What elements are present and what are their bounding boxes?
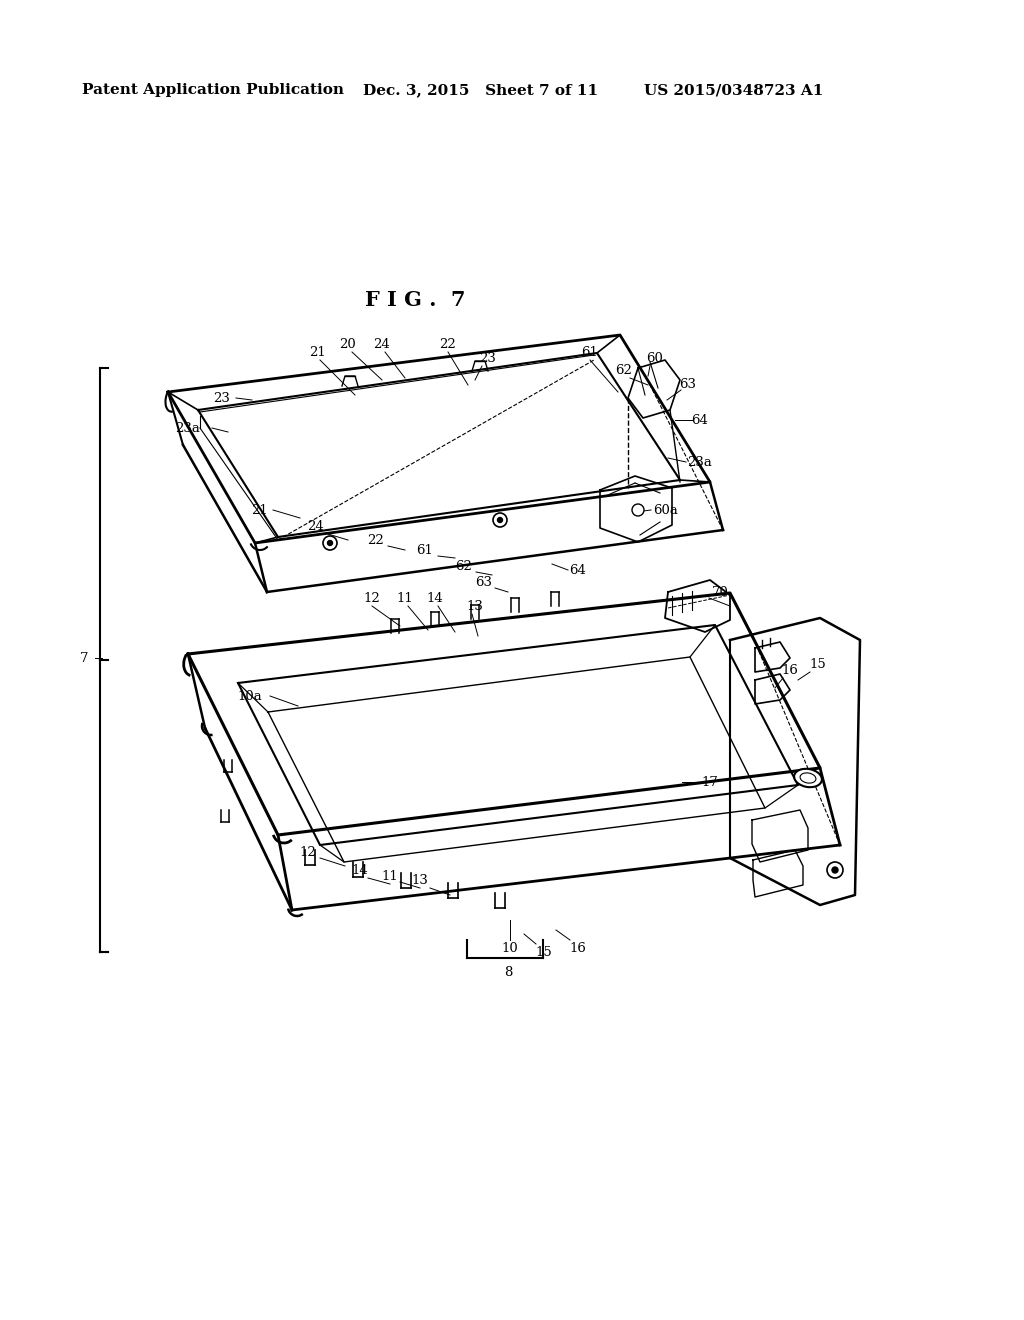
Text: 11: 11 bbox=[396, 591, 414, 605]
Text: 15: 15 bbox=[536, 945, 552, 958]
Text: 61: 61 bbox=[417, 544, 433, 557]
Text: 21: 21 bbox=[252, 503, 268, 516]
Text: 13: 13 bbox=[412, 874, 428, 887]
Circle shape bbox=[632, 504, 644, 516]
Text: Dec. 3, 2015   Sheet 7 of 11: Dec. 3, 2015 Sheet 7 of 11 bbox=[362, 83, 598, 96]
Text: 63: 63 bbox=[475, 576, 493, 589]
Circle shape bbox=[323, 536, 337, 550]
Text: 8: 8 bbox=[504, 965, 512, 978]
Text: 12: 12 bbox=[364, 591, 380, 605]
Circle shape bbox=[328, 540, 333, 545]
Circle shape bbox=[827, 862, 843, 878]
Text: 10a: 10a bbox=[238, 689, 262, 702]
Text: 22: 22 bbox=[439, 338, 457, 351]
Text: 14: 14 bbox=[427, 591, 443, 605]
Text: 23a: 23a bbox=[175, 421, 201, 434]
Text: US 2015/0348723 A1: US 2015/0348723 A1 bbox=[644, 83, 823, 96]
Text: 70: 70 bbox=[712, 586, 728, 598]
Text: 24: 24 bbox=[374, 338, 390, 351]
Text: 22: 22 bbox=[368, 533, 384, 546]
Text: Patent Application Publication: Patent Application Publication bbox=[82, 83, 344, 96]
Text: 17: 17 bbox=[701, 776, 719, 788]
Text: 64: 64 bbox=[691, 413, 709, 426]
Text: 14: 14 bbox=[351, 863, 369, 876]
Text: 23: 23 bbox=[214, 392, 230, 404]
Text: 11: 11 bbox=[382, 870, 398, 883]
Text: 60a: 60a bbox=[653, 503, 679, 516]
Text: 21: 21 bbox=[309, 346, 327, 359]
Text: 12: 12 bbox=[300, 846, 316, 858]
Text: 16: 16 bbox=[569, 941, 587, 954]
Ellipse shape bbox=[800, 774, 816, 783]
Text: 13: 13 bbox=[467, 599, 483, 612]
Text: 63: 63 bbox=[680, 378, 696, 391]
Text: 16: 16 bbox=[781, 664, 799, 676]
Text: 24: 24 bbox=[307, 520, 325, 532]
Circle shape bbox=[498, 517, 503, 523]
Ellipse shape bbox=[795, 768, 822, 787]
Text: 62: 62 bbox=[615, 363, 633, 376]
Circle shape bbox=[493, 513, 507, 527]
Text: F I G .  7: F I G . 7 bbox=[365, 290, 465, 310]
Text: 20: 20 bbox=[340, 338, 356, 351]
Text: 64: 64 bbox=[569, 564, 587, 577]
Text: 23: 23 bbox=[479, 351, 497, 364]
Text: 15: 15 bbox=[810, 657, 826, 671]
Text: 61: 61 bbox=[582, 346, 598, 359]
Text: 62: 62 bbox=[456, 560, 472, 573]
Text: 23a: 23a bbox=[687, 455, 713, 469]
Text: 60: 60 bbox=[646, 351, 664, 364]
Text: 10: 10 bbox=[502, 941, 518, 954]
Circle shape bbox=[831, 867, 838, 873]
Text: 7: 7 bbox=[80, 652, 88, 664]
